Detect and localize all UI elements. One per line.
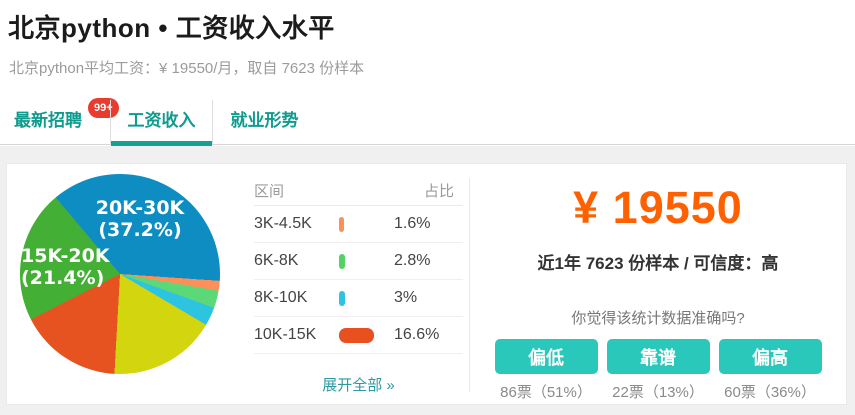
share-bar	[339, 216, 344, 232]
page-subtitle: 北京python平均工资：¥ 19550/月，取自 7623 份样本	[9, 60, 365, 77]
vote-low-column: 偏低 86票（51%）	[494, 339, 598, 402]
share-value: 1.6%	[394, 215, 431, 232]
table-row: 3K-4.5K 1.6%	[254, 206, 463, 243]
pie-label-15k-20k-pct: (21.4%)	[21, 267, 105, 289]
share-bar-cell	[339, 253, 394, 269]
page-title: 北京python • 工资收入水平	[8, 13, 335, 43]
pie-label-15k-20k: 15K-20K (21.4%)	[21, 245, 141, 289]
share-bar	[339, 327, 374, 343]
pie-label-15k-20k-range: 15K-20K	[21, 245, 110, 267]
table-row: 6K-8K 2.8%	[254, 243, 463, 280]
tab-employment-label: 就业形势	[230, 111, 299, 130]
range-label: 10K-15K	[254, 326, 317, 343]
pie-label-20k-30k-pct: (37.2%)	[98, 219, 182, 241]
share-bar-cell	[339, 327, 394, 343]
salary-summary-panel: ¥ 19550 近1年 7623 份样本 / 可信度：高 你觉得该统计数据准确吗…	[470, 164, 846, 404]
range-label: 8K-10K	[254, 289, 308, 306]
range-label: 6K-8K	[254, 252, 299, 269]
vote-high-button[interactable]: 偏高	[718, 339, 822, 374]
table-header-share: 占比	[424, 183, 455, 200]
table-header-range: 区间	[254, 183, 285, 200]
expand-all-link[interactable]: 展开全部 »	[322, 377, 395, 394]
salary-card: 20K-30K (37.2%) 15K-20K (21.4%) 区间 占比 3K…	[6, 163, 847, 405]
vote-button-row: 偏低 86票（51%） 靠谱 22票（13%） 偏高 60票（36%）	[470, 339, 846, 402]
tab-bar: 最新招聘 99+ 工资收入 就业形势	[0, 98, 855, 146]
vote-fair-column: 靠谱 22票（13%）	[606, 339, 710, 402]
tab-salary[interactable]: 工资收入	[110, 100, 213, 146]
average-salary-value: ¥ 19550	[573, 182, 743, 233]
vote-fair-count: 22票（13%）	[612, 384, 704, 401]
share-value: 3%	[394, 289, 418, 306]
share-bar	[339, 290, 345, 306]
vote-high-column: 偏高 60票（36%）	[718, 339, 822, 402]
salary-distribution-table: 区间 占比 3K-4.5K 1.6% 6K-8K 2.8% 8K-10K 3% …	[254, 176, 463, 354]
new-jobs-count-badge: 99+	[88, 98, 119, 118]
table-row: 10K-15K 16.6%	[254, 317, 463, 354]
table-row: 8K-10K 3%	[254, 280, 463, 317]
share-value: 2.8%	[394, 252, 431, 269]
pie-label-20k-30k: 20K-30K (37.2%)	[74, 197, 206, 241]
section-divider	[469, 178, 470, 392]
tab-salary-label: 工资收入	[127, 111, 196, 130]
vote-low-button[interactable]: 偏低	[494, 339, 598, 374]
vote-high-count: 60票（36%）	[724, 384, 816, 401]
share-value: 16.6%	[394, 326, 440, 343]
pie-label-20k-30k-range: 20K-30K	[95, 197, 185, 219]
tab-latest-jobs[interactable]: 最新招聘 99+	[0, 98, 119, 145]
share-bar-cell	[339, 216, 394, 232]
range-label: 3K-4.5K	[254, 215, 312, 232]
vote-question: 你觉得该统计数据准确吗?	[571, 310, 745, 327]
table-header-row: 区间 占比	[254, 176, 463, 206]
vote-low-count: 86票（51%）	[500, 384, 592, 401]
tab-latest-jobs-label: 最新招聘	[14, 111, 82, 130]
vote-fair-button[interactable]: 靠谱	[606, 339, 710, 374]
share-bar-cell	[339, 290, 394, 306]
share-bar	[339, 253, 345, 269]
tab-employment[interactable]: 就业形势	[213, 100, 316, 145]
salary-pie-chart	[20, 174, 220, 374]
sample-info: 近1年 7623 份样本 / 可信度：高	[537, 254, 779, 273]
